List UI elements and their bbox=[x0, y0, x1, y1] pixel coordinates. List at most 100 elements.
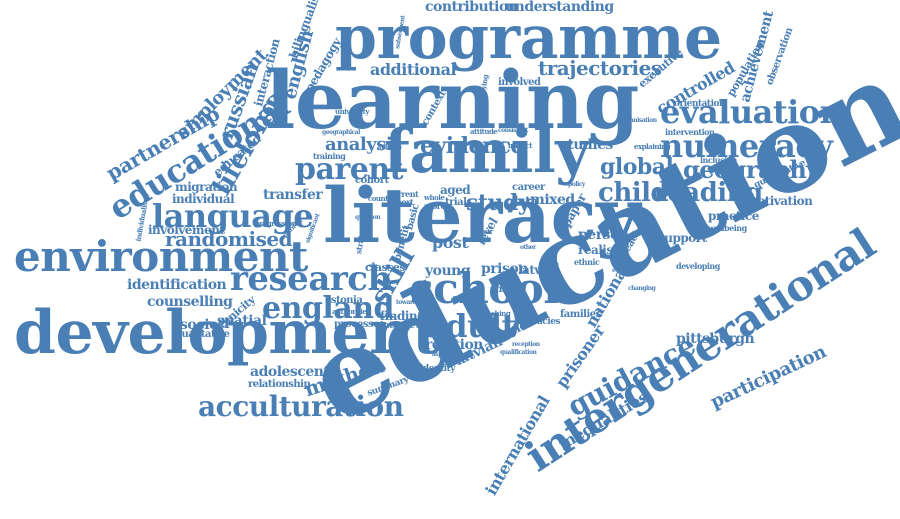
word-spatial: spatial bbox=[217, 313, 267, 329]
word-reading: reading bbox=[654, 178, 763, 208]
word-realist: realist bbox=[578, 243, 618, 257]
word-impact: impact bbox=[508, 141, 533, 150]
word-parent: parent bbox=[295, 152, 403, 187]
word-inclusion: inclusion bbox=[700, 155, 737, 165]
word-randomised: randomised bbox=[165, 227, 293, 251]
word-learning: learning bbox=[265, 53, 639, 147]
word-acculturation: acculturation bbox=[198, 390, 404, 423]
word-cohort: cohort bbox=[355, 175, 389, 186]
word-group: group bbox=[452, 294, 473, 303]
word-transfer: transfer bbox=[263, 187, 323, 203]
word-trajectories: trajectories bbox=[538, 56, 662, 80]
word-adolescent: adolescent bbox=[250, 364, 330, 380]
word-socio: socio bbox=[180, 317, 218, 333]
word-data: data bbox=[510, 194, 538, 208]
word-analysis: analysis bbox=[325, 134, 402, 155]
word-identity: identity bbox=[420, 364, 455, 374]
word-reception: reception bbox=[512, 341, 540, 348]
word-developing: developing bbox=[676, 261, 720, 271]
word-study: study bbox=[466, 190, 531, 216]
word-england: england bbox=[262, 291, 395, 326]
word-school: school bbox=[410, 264, 559, 313]
word-evaluation: evaluation bbox=[660, 93, 843, 131]
word-interview: interview bbox=[380, 321, 423, 331]
word-programme: programme bbox=[335, 3, 722, 73]
word-organisation: organisation bbox=[620, 117, 657, 124]
word-trial: trial bbox=[445, 197, 467, 208]
word-families: families bbox=[560, 309, 601, 320]
word-classes: classes bbox=[365, 261, 406, 274]
word-mixed: mixed bbox=[530, 192, 575, 208]
word-additional: additional bbox=[370, 60, 457, 79]
word-contribution: contribution bbox=[425, 0, 518, 15]
word-evidence: evidence bbox=[420, 133, 524, 159]
word-counselling: counselling bbox=[147, 294, 233, 310]
word-qualification: qualification bbox=[500, 349, 537, 356]
word-geography: geography bbox=[683, 155, 820, 184]
word-attitude: attitude bbox=[470, 127, 498, 136]
word-practice: practice bbox=[708, 209, 759, 223]
word-training: training bbox=[313, 151, 346, 161]
word-explaining: explaining bbox=[634, 142, 671, 151]
word-research: research bbox=[230, 259, 392, 299]
word-prison: prison bbox=[481, 261, 528, 277]
word-migration: migration bbox=[175, 180, 238, 194]
word-syllabus: syllabus bbox=[378, 144, 402, 151]
word-support: support bbox=[658, 231, 707, 245]
word-more: more bbox=[424, 201, 446, 211]
word-young: young bbox=[425, 263, 471, 279]
word-relation: relation bbox=[425, 337, 483, 353]
word-understanding: understanding bbox=[505, 0, 614, 15]
word-consistent: consistent bbox=[498, 127, 528, 134]
word-development: development bbox=[14, 298, 440, 368]
word-authorities: authorities bbox=[332, 307, 370, 316]
word-orientation: orientation bbox=[674, 99, 726, 109]
word-career: career bbox=[512, 182, 545, 193]
word-teaching: teaching bbox=[480, 309, 511, 318]
word-changing: changing bbox=[628, 285, 656, 292]
word-qualitative: qualitative bbox=[175, 329, 230, 340]
word-university: university bbox=[335, 107, 369, 116]
word-current: current bbox=[388, 189, 419, 199]
word-family: family bbox=[384, 117, 590, 187]
word-sample: sample bbox=[500, 281, 521, 288]
word-adult: adult bbox=[425, 307, 516, 345]
word-country: country bbox=[368, 194, 395, 203]
word-wellbeing: wellbeing bbox=[708, 223, 747, 233]
word-latvia: latvia bbox=[518, 263, 553, 277]
word-shared: shared bbox=[490, 284, 526, 295]
word-finding: finding bbox=[380, 309, 426, 323]
word-evaluated: evaluated bbox=[612, 267, 641, 274]
word-involved: involved bbox=[498, 77, 541, 88]
word-ethnic: ethnic bbox=[574, 257, 600, 267]
word-pittsburgh: pittsburgh bbox=[676, 331, 755, 347]
word-person: person bbox=[578, 227, 629, 243]
word-child: child bbox=[598, 178, 669, 208]
word-report: report bbox=[388, 197, 414, 207]
word-involvement: involvement bbox=[148, 223, 225, 237]
word-processes: processes bbox=[334, 319, 385, 330]
word-relationship: relationship bbox=[248, 379, 310, 390]
word-year: year bbox=[478, 227, 493, 236]
word-progression: progression bbox=[255, 219, 297, 228]
word-individual: individual bbox=[172, 192, 235, 206]
word-geographical: geographical bbox=[322, 129, 360, 136]
word-whole: whole bbox=[424, 193, 445, 202]
word-policy: policy bbox=[568, 181, 585, 188]
word-literacies: literacies bbox=[518, 317, 561, 327]
word-intervention: intervention bbox=[665, 127, 715, 137]
word-language: language bbox=[152, 197, 314, 235]
word-aged: aged bbox=[440, 183, 471, 197]
word-scoping: scoping bbox=[612, 211, 635, 218]
word-towards: towards bbox=[396, 299, 420, 306]
word-article: article bbox=[540, 261, 559, 268]
word-post: post bbox=[432, 233, 469, 252]
word-environment: environment bbox=[14, 232, 308, 281]
word-motivation: motivation bbox=[745, 194, 813, 208]
word-numeracy: numeracy bbox=[660, 127, 833, 165]
word-studies: studies bbox=[560, 137, 613, 153]
word-global: global bbox=[600, 154, 674, 180]
word-other: other bbox=[520, 244, 536, 251]
word-estonia: estonia bbox=[325, 295, 363, 306]
